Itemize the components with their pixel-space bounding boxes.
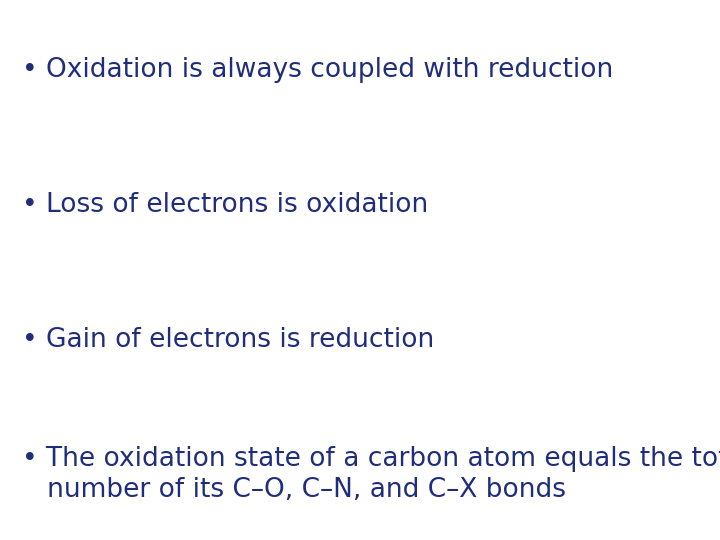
Text: • The oxidation state of a carbon atom equals the total
   number of its C–O, C–: • The oxidation state of a carbon atom e… bbox=[22, 446, 720, 503]
Text: • Oxidation is always coupled with reduction: • Oxidation is always coupled with reduc… bbox=[22, 57, 613, 83]
Text: • Loss of electrons is oxidation: • Loss of electrons is oxidation bbox=[22, 192, 428, 218]
Text: • Gain of electrons is reduction: • Gain of electrons is reduction bbox=[22, 327, 434, 353]
